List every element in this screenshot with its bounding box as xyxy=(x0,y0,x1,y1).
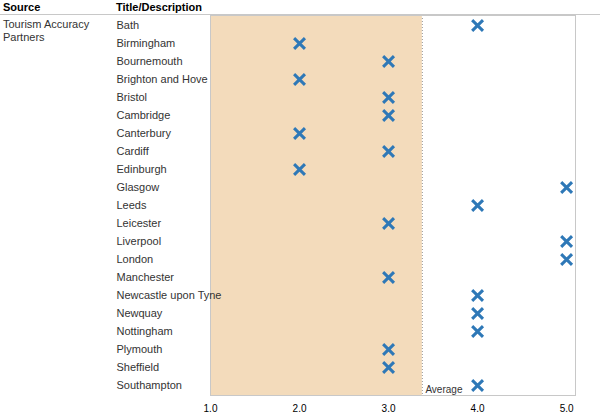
svg-text:Sheffield: Sheffield xyxy=(117,361,160,373)
svg-text:5.0: 5.0 xyxy=(560,403,574,413)
svg-text:1.0: 1.0 xyxy=(204,403,218,413)
svg-text:Birmingham: Birmingham xyxy=(117,37,176,49)
svg-text:Liverpool: Liverpool xyxy=(117,235,162,247)
svg-text:Brighton and Hove: Brighton and Hove xyxy=(117,73,208,85)
svg-text:Newquay: Newquay xyxy=(117,307,163,319)
svg-text:Nottingham: Nottingham xyxy=(117,325,173,337)
html-text:Title/Description: Title/Description xyxy=(116,1,202,13)
svg-text:Cardiff: Cardiff xyxy=(117,145,150,157)
svg-text:Leeds: Leeds xyxy=(117,199,147,211)
svg-text:Edinburgh: Edinburgh xyxy=(117,163,167,175)
html-text:Source: Source xyxy=(3,1,41,13)
html-text:Tourism Accuracy Partners: Tourism Accuracy Partners xyxy=(3,18,90,43)
svg-text:Glasgow: Glasgow xyxy=(117,181,160,193)
svg-text:Newcastle upon Tyne: Newcastle upon Tyne xyxy=(117,289,222,301)
svg-text:Bristol: Bristol xyxy=(117,91,148,103)
svg-text:Canterbury: Canterbury xyxy=(117,127,172,139)
svg-text:Southampton: Southampton xyxy=(117,379,182,391)
svg-text:Average: Average xyxy=(425,384,463,395)
svg-text:Plymouth: Plymouth xyxy=(117,343,163,355)
svg-text:Bournemouth: Bournemouth xyxy=(117,55,183,67)
svg-text:London: London xyxy=(117,253,154,265)
svg-text:4.0: 4.0 xyxy=(471,403,485,413)
svg-text:Bath: Bath xyxy=(117,19,140,31)
svg-text:Manchester: Manchester xyxy=(117,271,175,283)
svg-text:2.0: 2.0 xyxy=(293,403,307,413)
svg-text:Leicester: Leicester xyxy=(117,217,162,229)
svg-text:3.0: 3.0 xyxy=(382,403,396,413)
svg-text:Cambridge: Cambridge xyxy=(117,109,171,121)
